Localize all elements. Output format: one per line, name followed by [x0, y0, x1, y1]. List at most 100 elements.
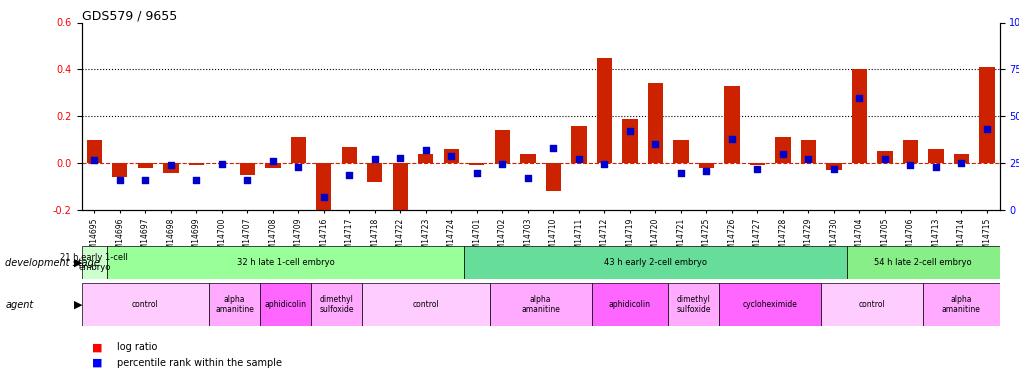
Bar [673, 140, 688, 163]
Bar [265, 163, 280, 168]
Point [239, 177, 256, 183]
Text: percentile rank within the sample: percentile rank within the sample [117, 357, 282, 368]
Text: alpha
amanitine: alpha amanitine [941, 295, 980, 314]
Text: ■: ■ [92, 357, 102, 368]
Text: control: control [412, 300, 439, 309]
Bar [622, 118, 637, 163]
Bar [953, 154, 968, 163]
Bar [902, 140, 917, 163]
Bar [774, 137, 790, 163]
Point [87, 158, 103, 164]
Text: log ratio: log ratio [117, 342, 158, 352]
Bar [698, 163, 713, 168]
Bar [647, 84, 662, 163]
Text: control: control [131, 300, 159, 309]
Point [443, 153, 460, 159]
Point [622, 128, 638, 134]
Text: dimethyl
sulfoxide: dimethyl sulfoxide [319, 295, 354, 314]
FancyBboxPatch shape [464, 246, 846, 279]
Point [774, 151, 791, 157]
Bar [749, 163, 764, 165]
Point [520, 175, 536, 181]
Bar [545, 163, 560, 191]
Point [316, 194, 332, 200]
Bar [138, 163, 153, 168]
Bar [520, 154, 535, 163]
Bar [112, 163, 127, 177]
Point [698, 168, 714, 174]
FancyBboxPatch shape [718, 283, 820, 326]
Bar [163, 163, 178, 172]
Point [723, 136, 740, 142]
Point [749, 166, 765, 172]
Bar [443, 149, 459, 163]
Point [163, 162, 179, 168]
Text: ▶: ▶ [74, 300, 83, 310]
Text: 32 h late 1-cell embryo: 32 h late 1-cell embryo [236, 258, 334, 267]
Point [647, 141, 663, 147]
Point [825, 166, 842, 172]
FancyBboxPatch shape [82, 246, 107, 279]
Text: GDS579 / 9655: GDS579 / 9655 [82, 9, 176, 22]
Point [392, 154, 409, 160]
Bar [851, 69, 866, 163]
Point [571, 156, 587, 162]
Point [902, 162, 918, 168]
Text: agent: agent [5, 300, 34, 310]
Point [876, 156, 893, 162]
FancyBboxPatch shape [820, 283, 922, 326]
Point [189, 177, 205, 183]
Point [341, 172, 358, 178]
Bar [316, 163, 331, 222]
Point [290, 164, 307, 170]
Text: ■: ■ [92, 342, 102, 352]
Point [673, 170, 689, 176]
Bar [189, 163, 204, 165]
FancyBboxPatch shape [82, 283, 209, 326]
Bar [927, 149, 943, 163]
FancyBboxPatch shape [591, 283, 667, 326]
Point [800, 156, 816, 162]
Text: control: control [858, 300, 884, 309]
Point [851, 94, 867, 100]
FancyBboxPatch shape [362, 283, 489, 326]
Point [494, 161, 511, 167]
Bar [876, 152, 892, 163]
Point [214, 161, 230, 167]
Bar [392, 163, 408, 224]
Bar [596, 58, 611, 163]
Bar [87, 140, 102, 163]
FancyBboxPatch shape [667, 283, 718, 326]
Bar [800, 140, 815, 163]
Point [953, 160, 969, 166]
Text: development stage: development stage [5, 258, 100, 267]
Bar [571, 126, 586, 163]
Bar [290, 137, 306, 163]
Text: alpha
amanitine: alpha amanitine [521, 295, 559, 314]
Point [418, 147, 434, 153]
Text: 54 h late 2-cell embryo: 54 h late 2-cell embryo [873, 258, 971, 267]
FancyBboxPatch shape [846, 246, 999, 279]
Bar [494, 130, 510, 163]
Text: aphidicolin: aphidicolin [608, 300, 650, 309]
Point [927, 164, 944, 170]
FancyBboxPatch shape [209, 283, 260, 326]
FancyBboxPatch shape [260, 283, 311, 326]
Point [112, 177, 128, 183]
Bar [469, 163, 484, 165]
Point [265, 158, 281, 164]
FancyBboxPatch shape [922, 283, 999, 326]
Bar [825, 163, 841, 170]
Text: aphidicolin: aphidicolin [264, 300, 307, 309]
FancyBboxPatch shape [311, 283, 362, 326]
Text: cycloheximide: cycloheximide [742, 300, 797, 309]
Bar [367, 163, 382, 182]
Text: alpha
amanitine: alpha amanitine [215, 295, 254, 314]
Point [596, 161, 612, 167]
Point [978, 126, 995, 132]
Text: dimethyl
sulfoxide: dimethyl sulfoxide [676, 295, 710, 314]
Bar [341, 147, 357, 163]
Bar [239, 163, 255, 175]
Point [367, 156, 383, 162]
Text: 43 h early 2-cell embryo: 43 h early 2-cell embryo [603, 258, 706, 267]
